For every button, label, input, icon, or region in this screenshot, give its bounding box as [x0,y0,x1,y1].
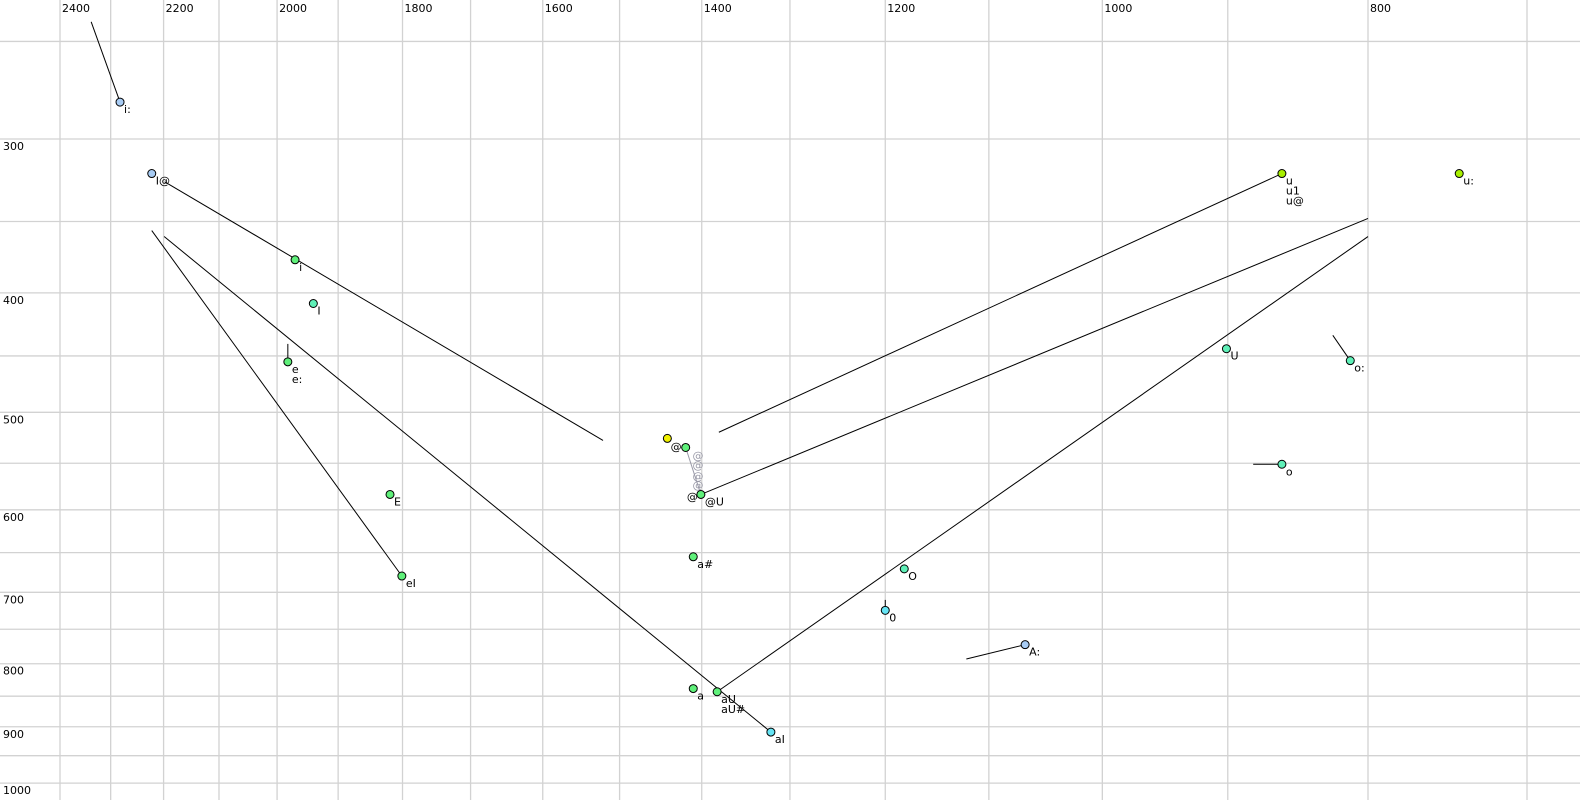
x-tick-label: 1600 [545,2,573,15]
vowel-point-marker [696,489,706,499]
vowel-label: E [394,495,401,508]
y-tick-label: 300 [3,140,24,153]
vowel-label: @ [692,479,703,492]
vowel-label: u: [1463,175,1474,188]
vowel-label: o: [1354,362,1364,375]
x-tick-label: 1000 [1104,2,1132,15]
vowel-label: i: [124,103,131,116]
trajectory-line [164,181,604,441]
y-tick-label: 600 [3,511,24,524]
vowel-label: a# [697,558,713,571]
y-tick-label: 400 [3,294,24,307]
trajectory-line [163,236,772,733]
trajectory-line [718,173,1283,433]
trajectory-line [716,236,1369,693]
vowel-point-marker [712,687,722,697]
vowel-label: O [908,570,917,583]
vowel-point-marker [1277,169,1287,179]
vowel-label: a [697,690,704,703]
x-tick-label: 1400 [704,2,732,15]
vowel-label: I@ [156,175,170,188]
x-tick-label: 1200 [887,2,915,15]
vowel-point-marker [385,489,395,499]
axis-ticks: 2400 2200 2000 1800 1600 1400 1200 1000 800 300 40… [3,2,1391,797]
vowel-label: aU# [721,703,745,716]
x-tick-label: 800 [1370,2,1391,15]
vowel-label: e: [292,373,302,386]
trajectory-line [700,217,1369,495]
y-tick-label: 800 [3,665,24,678]
vowel-point-marker [681,442,691,452]
vowel-label: @ [687,490,698,503]
vowel-point-marker [308,299,318,309]
vowel-label: @U [705,495,724,508]
vowel-point-marker [662,433,672,443]
x-tick-label: 2000 [279,2,307,15]
vowel-label: o [1286,465,1293,478]
vowel-label: @ [692,449,703,462]
point-trail [90,21,121,103]
vowel-point-marker [1020,640,1030,650]
vowel-label: @ [692,459,703,472]
vowel-point-marker [899,564,909,574]
y-tick-label: 900 [3,728,24,741]
vowel-label: e [292,363,299,376]
y-tick-label: 1000 [3,784,31,797]
point-trail [1332,335,1351,361]
x-tick-label: 1800 [405,2,433,15]
vowel-label: i [299,261,302,274]
vowel-label: U [1230,350,1238,363]
vowel-point-marker [1454,169,1464,179]
y-tick-label: 500 [3,413,24,426]
vowel-point-marker [1221,344,1231,354]
vowel-point-marker [1277,459,1287,469]
vowel-point-marker [1345,356,1355,366]
y-tick-label: 700 [3,593,24,606]
vowel-point-marker [688,552,698,562]
vowel-point-marker [880,605,890,615]
trajectory-line [151,230,403,577]
x-tick-label: 2400 [62,2,90,15]
trajectories [151,173,1369,733]
vowel-point-marker [283,357,293,367]
vowel-label: @ [692,470,703,483]
vowel-point-marker [147,169,157,179]
vowel-label: @ [671,440,682,453]
x-tick-label: 2200 [166,2,194,15]
point-trail [966,644,1026,660]
vowel-point-marker [397,571,407,581]
vowel-point-marker [290,255,300,265]
vowel-label: I [317,305,320,318]
trajectory-line [685,447,702,495]
vowel-label: aI [775,733,785,746]
vowel-label: u1 [1286,185,1300,198]
vowel-label: eI [406,577,416,590]
vowel-point-marker [115,97,125,107]
vowel-label: u [1286,175,1293,188]
vowel-point-marker [688,684,698,694]
vowel-label: u@ [1286,195,1304,208]
vowel-point-marker [766,727,776,737]
vowel-label: 0 [889,611,896,624]
vowel-label: aU [721,693,736,706]
vowel-label: A: [1029,646,1040,659]
